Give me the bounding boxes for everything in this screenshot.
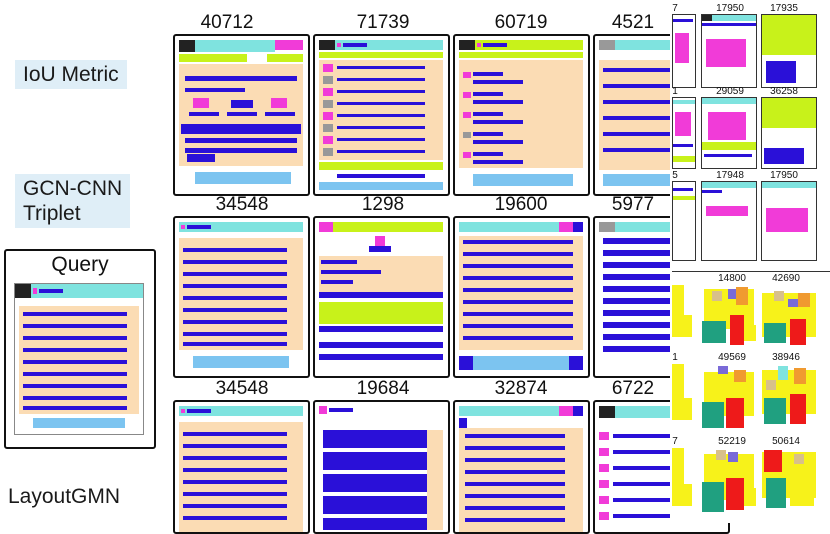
grid-r3-c2-id: 19684 [356,378,410,399]
query-title: Query [51,253,109,276]
rt-r2-c2-id: 29059 [716,86,744,97]
rb-r2-c3-id: 38946 [772,352,800,363]
grid-r2-c4-id: 5977 [611,194,655,215]
grid-r3-c3-layout [453,400,590,534]
grid-r3-c2-layout [313,400,450,534]
grid-r2-c2-layout [313,216,450,378]
grid-r3-c1-id: 34548 [215,378,269,399]
rb-r1-c3-id: 42690 [772,273,800,284]
rb-r2-c3-floorplan [760,364,820,434]
rt-r1-c3-id: 17935 [770,3,798,14]
rb-r2-c2-id: 49569 [718,352,746,363]
rb-r3-c1-id: 7 [672,436,678,447]
rt-r2-c2-layout [701,97,757,169]
rb-r2-c2-floorplan [700,364,758,434]
grid-r1-c3-id: 60719 [494,12,548,33]
rt-r3-c1-layout [672,181,696,261]
grid-r2-c1-id: 34548 [215,194,269,215]
rb-r1-c2-id: 14800 [718,273,746,284]
rb-r1-c3-floorplan [760,285,820,349]
grid-r1-c1-id: 40712 [200,12,254,33]
grid-r3-c1-layout [173,400,310,534]
rt-r2-c3-id: 36258 [770,86,798,97]
rb-r2-c1-floorplan [672,364,692,432]
rb-r3-c1-floorplan [672,448,692,518]
rt-r3-c3-id: 17950 [770,170,798,181]
grid-r1-c2-layout [313,34,450,196]
grid-r1-c1-layout [173,34,310,196]
method-label-iou: IoU Metric [15,60,127,89]
method-label-gcn: GCN-CNN Triplet [15,174,131,228]
rt-r1-c2-layout [701,14,757,88]
rt-r1-c3-layout [761,14,817,88]
rb-r3-c2-floorplan [700,448,758,518]
method-label-layoutgmn: LayoutGMN [8,485,121,508]
rt-r2-c1-layout [672,97,696,169]
grid-r3-c4-id: 6722 [611,378,655,399]
rt-r3-c2-layout [701,181,757,261]
grid-r1-c4-id: 4521 [611,12,655,33]
grid-r1-c3-layout [453,34,590,196]
rt-r2-c3-layout [761,97,817,169]
rb-r1-c2-floorplan [700,285,758,349]
right-divider [672,271,830,272]
rt-r1-c2-id: 17950 [716,3,744,14]
rb-r3-c2-id: 52219 [718,436,746,447]
grid-r2-c3-layout [453,216,590,378]
rt-r1-c1-layout [672,14,696,88]
grid-r3-c3-id: 32874 [494,378,548,399]
rb-r3-c3-id: 50614 [772,436,800,447]
query-panel: Query [4,249,156,449]
grid-r1-c2-id: 71739 [356,12,410,33]
rb-r2-c1-id: 1 [672,352,678,363]
rt-r3-c1-id: 5 [672,170,678,181]
grid-r2-c2-id: 1298 [361,194,405,215]
rt-r3-c2-id: 17948 [716,170,744,181]
rt-r2-c1-id: 1 [672,86,678,97]
rt-r1-c1-id: 7 [672,3,678,14]
query-layout [14,283,144,435]
rb-r1-c1-floorplan [672,285,692,347]
rt-r3-c3-layout [761,181,817,261]
rb-r3-c3-floorplan [760,448,820,518]
grid-r2-c3-id: 19600 [494,194,548,215]
grid-r2-c1-layout [173,216,310,378]
